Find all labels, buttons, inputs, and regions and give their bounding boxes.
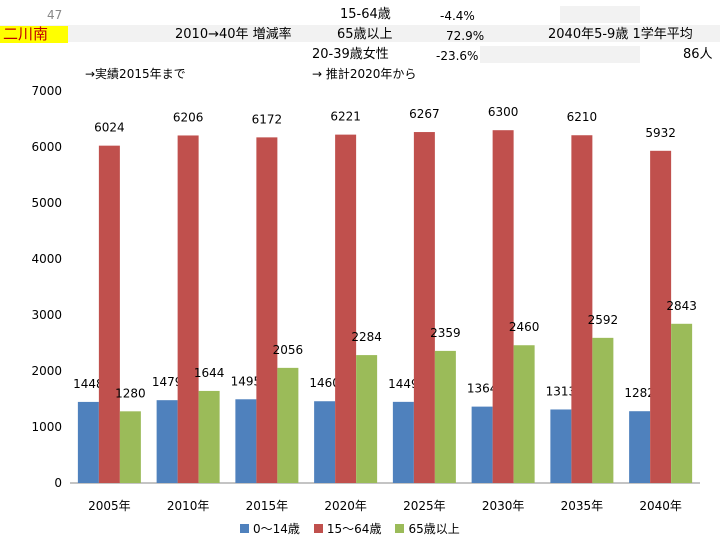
- x-tick-label: 2040年: [639, 499, 682, 513]
- bar: [592, 337, 614, 483]
- data-label: 1644: [194, 366, 225, 380]
- data-label: 5932: [645, 126, 676, 140]
- bar: [277, 367, 299, 483]
- x-tick-label: 2020年: [324, 499, 367, 513]
- legend-label: 65歳以上: [408, 522, 460, 536]
- data-label: 6300: [488, 105, 519, 119]
- bar: [650, 150, 672, 484]
- grade-value: 86人: [683, 47, 713, 62]
- bar: [335, 134, 357, 483]
- data-label: 1460: [309, 376, 340, 390]
- legend-item-0-14: 0～14歳: [240, 520, 300, 537]
- bar: [550, 409, 572, 483]
- data-label: 2359: [430, 326, 461, 340]
- legend-label: 0～14歳: [253, 522, 300, 536]
- bar: [314, 401, 336, 483]
- data-label: 1280: [115, 386, 146, 400]
- data-label: 1495: [231, 374, 262, 388]
- data-label: 6267: [409, 107, 440, 121]
- bar: [413, 132, 435, 483]
- legend-item-65: 65歳以上: [395, 520, 460, 537]
- bar: [356, 355, 378, 483]
- data-label: 1313: [546, 384, 577, 398]
- y-tick-label: 5000: [31, 196, 62, 210]
- data-label: 2056: [273, 343, 304, 357]
- data-label: 1364: [467, 382, 498, 396]
- bar: [77, 401, 99, 483]
- data-label: 1282: [624, 386, 655, 400]
- y-tick-label: 7000: [31, 84, 62, 98]
- legend-swatch: [395, 524, 405, 533]
- bar: [177, 135, 199, 484]
- data-label: 1479: [152, 375, 183, 389]
- y-tick-label: 4000: [31, 252, 62, 266]
- data-label: 2460: [509, 320, 540, 334]
- y-tick-label: 0: [54, 476, 62, 490]
- data-label: 6206: [173, 110, 204, 124]
- x-tick-label: 2030年: [482, 499, 525, 513]
- row-label-15-64: 15-64歳: [340, 7, 391, 22]
- data-label: 1449: [388, 377, 419, 391]
- note-projection: → 推計2020年から: [312, 67, 417, 81]
- data-label: 2843: [666, 299, 697, 313]
- note-actual: →実績2015年まで: [85, 67, 186, 81]
- x-tick-label: 2010年: [167, 499, 210, 513]
- row-value-15-64: -4.4%: [440, 9, 475, 23]
- data-label: 2592: [588, 313, 619, 327]
- data-label: 6024: [94, 121, 125, 135]
- bar: [671, 323, 693, 483]
- y-tick-label: 6000: [31, 140, 62, 154]
- row-value-65: 72.9%: [446, 29, 485, 43]
- chart-legend: 0～14歳 15～64歳 65歳以上: [240, 520, 460, 537]
- data-label: 6172: [252, 112, 283, 126]
- data-label: 1448: [73, 377, 104, 391]
- bar: [256, 137, 278, 484]
- bar: [434, 350, 456, 483]
- data-label: 6210: [567, 110, 598, 124]
- bar: [235, 399, 257, 483]
- y-tick-label: 2000: [31, 364, 62, 378]
- x-tick-label: 2035年: [561, 499, 604, 513]
- x-tick-label: 2015年: [246, 499, 289, 513]
- area-code: 47: [47, 8, 63, 22]
- bar: [471, 406, 493, 483]
- row-value-20-39f: -23.6%: [436, 49, 479, 63]
- rate-label: 2010→40年 増減率: [175, 27, 292, 42]
- bar: [98, 145, 120, 483]
- legend-swatch: [240, 524, 249, 533]
- legend-swatch: [313, 524, 323, 533]
- bar: [198, 390, 220, 483]
- bar: [629, 411, 651, 483]
- legend-item-15-64: 15～64歳: [313, 520, 382, 537]
- x-tick-label: 2025年: [403, 499, 446, 513]
- data-label: 2284: [351, 330, 382, 344]
- row-label-65: 65歳以上: [337, 27, 393, 42]
- bar: [119, 411, 141, 483]
- area-name: 二川南: [0, 26, 68, 43]
- bar: [492, 130, 514, 483]
- bar: [513, 345, 535, 483]
- legend-label: 15～64歳: [326, 522, 382, 536]
- bar: [571, 135, 593, 484]
- data-label: 6221: [330, 110, 361, 124]
- row-label-20-39f: 20-39歳女性: [312, 47, 389, 62]
- y-tick-label: 1000: [31, 420, 62, 434]
- y-tick-label: 3000: [31, 308, 62, 322]
- bar: [392, 401, 414, 483]
- bar: [156, 400, 178, 483]
- grade-label: 2040年5-9歳 1学年平均: [548, 27, 693, 42]
- x-tick-label: 2005年: [88, 499, 131, 513]
